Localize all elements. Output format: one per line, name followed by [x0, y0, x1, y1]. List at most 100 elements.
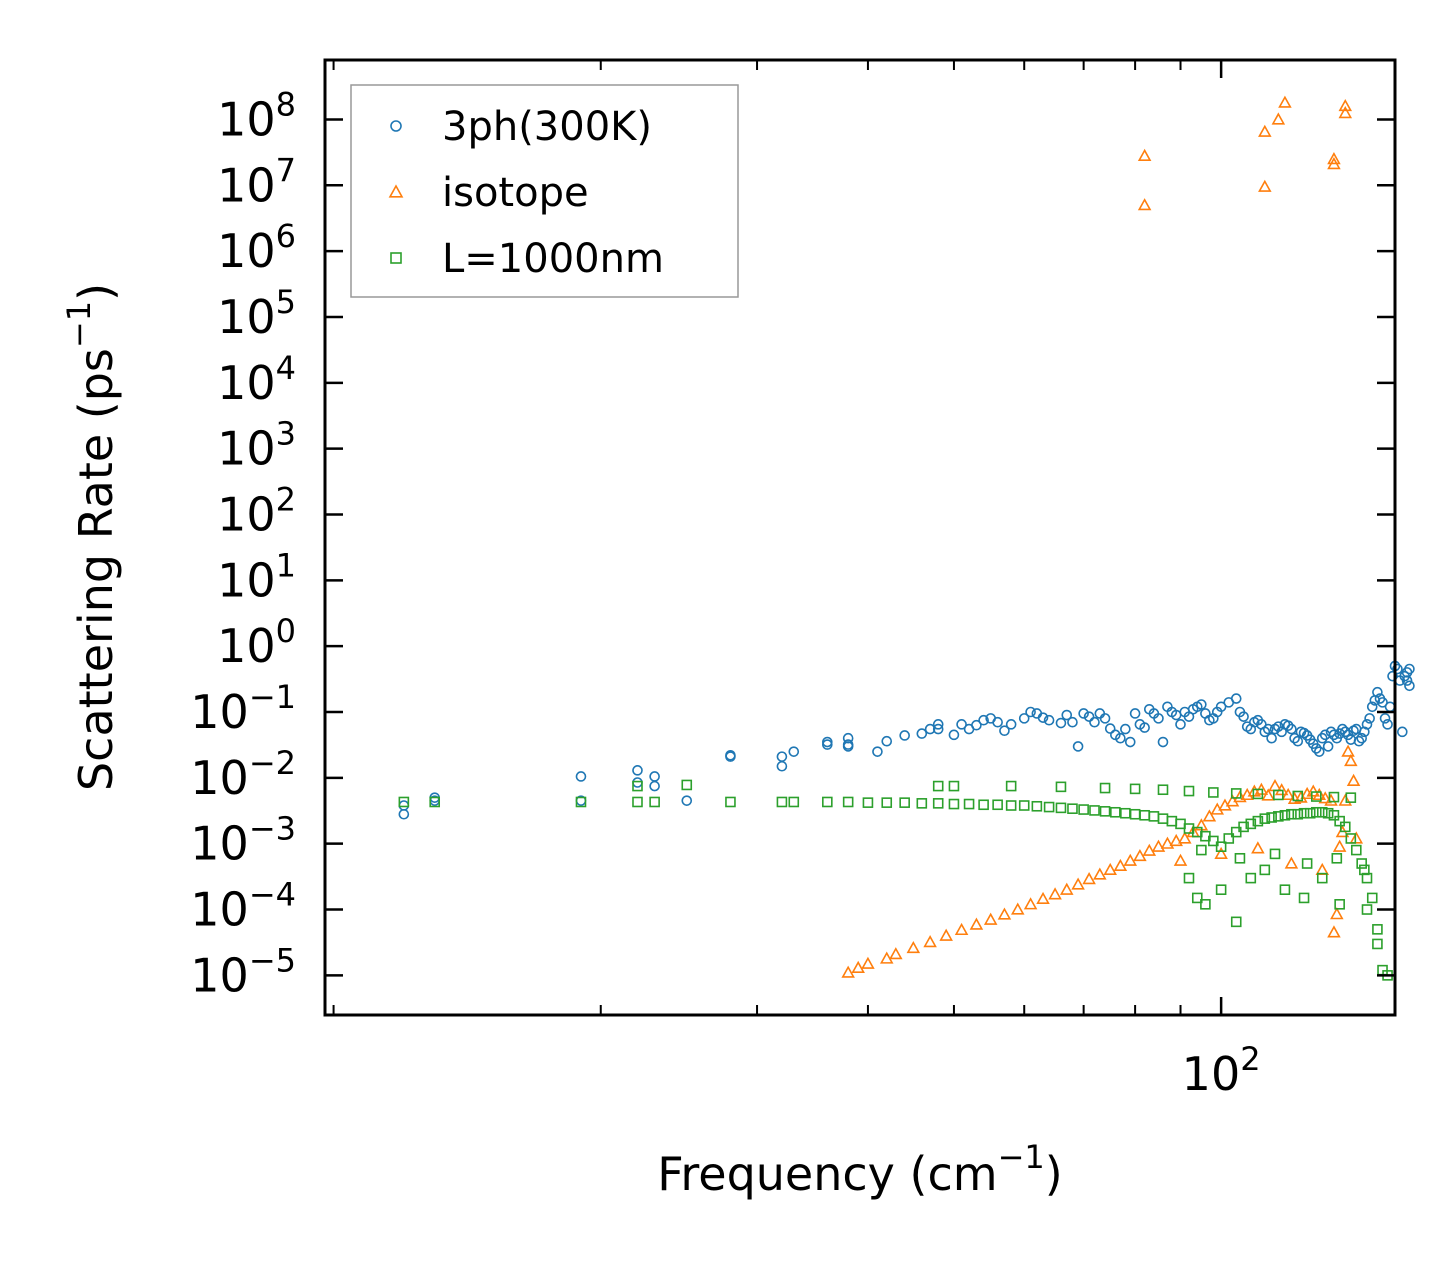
- series-2-point-96: [1334, 899, 1345, 910]
- series-2-point-48: [1259, 813, 1271, 824]
- legend-label-2: L=1000nm: [442, 236, 664, 282]
- series-1-point-17: [939, 928, 953, 941]
- series-2-point-8: [776, 796, 788, 808]
- series-2-point-78: [1208, 787, 1219, 798]
- y-tick-label-5: 100: [217, 612, 296, 673]
- series-2-point-91: [1245, 872, 1257, 884]
- series-2-point-20: [992, 799, 1003, 811]
- y-tick-label-7: 102: [217, 480, 296, 541]
- series-1-point-23: [1023, 897, 1038, 910]
- series-0-point-48: [1089, 716, 1100, 728]
- series-2-point-17: [948, 798, 960, 810]
- series-1-point-56: [1306, 784, 1321, 797]
- series-2-point-14: [899, 797, 910, 808]
- y-tick-label-11: 106: [217, 217, 296, 278]
- series-2-point-56: [1310, 806, 1322, 818]
- y-tick-label-8: 103: [217, 415, 296, 476]
- series-1-point-7: [1327, 157, 1341, 170]
- series-2-point-27: [1078, 804, 1089, 815]
- series-0-point-26: [932, 719, 944, 730]
- series-1-point-21: [997, 907, 1012, 920]
- series-2-point-95: [1316, 872, 1328, 884]
- series-2-point-7: [725, 796, 736, 808]
- y-axis-title: Scattering Rate (ps−1): [60, 283, 123, 791]
- series-2-point-43: [1223, 833, 1235, 844]
- series-0-point-31: [971, 719, 982, 731]
- series-0-point-54: [1120, 723, 1131, 735]
- series-2-point-41: [1208, 835, 1219, 847]
- series-0-point-93: [1282, 720, 1294, 731]
- series-0-point-103: [1313, 746, 1325, 757]
- series-0-point-98: [1298, 727, 1310, 739]
- series-1-point-72: [1284, 856, 1299, 869]
- series-1-point-4: [1271, 112, 1286, 125]
- y-tick-label-13: 108: [217, 85, 296, 146]
- series-1-point-62: [1332, 839, 1347, 852]
- series-0-point-23: [899, 730, 910, 741]
- series-1-point-0: [1137, 148, 1152, 161]
- series-1-point-20: [983, 912, 998, 925]
- series-2-point-18: [963, 798, 975, 810]
- series-0-point-41: [1043, 714, 1055, 726]
- series-2-point-19: [978, 799, 989, 811]
- series-2-point-83: [1310, 791, 1322, 802]
- series-0-point-38: [1025, 706, 1036, 718]
- series-1-point-33: [1133, 848, 1147, 862]
- series-0-point-21: [872, 746, 883, 757]
- series-2-point-46: [1245, 818, 1257, 830]
- series-2-point-28: [1089, 805, 1100, 816]
- legend-label-1: isotope: [442, 170, 589, 216]
- series-1-point-26: [1060, 882, 1074, 895]
- series-0-point-47: [1083, 711, 1095, 722]
- series-1-point-8: [1338, 98, 1353, 112]
- series-0-point-14: [776, 751, 788, 762]
- series-0-point-66: [1175, 719, 1186, 730]
- legend-marker-0: [390, 120, 402, 132]
- series-0-point-62: [1157, 736, 1169, 748]
- series-1-point-32: [1123, 853, 1138, 866]
- series-2-point-22: [1018, 800, 1030, 811]
- series-1-point-69: [1173, 853, 1188, 866]
- series-2-point-16: [932, 798, 944, 809]
- series-2-point-61: [1339, 821, 1351, 833]
- series-1-point-25: [1048, 887, 1062, 900]
- series-0-point-37: [1018, 713, 1030, 724]
- series-2-point-1: [429, 796, 441, 808]
- series-2-point-45: [1238, 821, 1249, 833]
- series-1-point-24: [1036, 891, 1050, 905]
- series-2-point-4: [649, 796, 660, 808]
- y-tick-label-3: 10−2: [190, 744, 296, 805]
- series-2-point-30: [1110, 806, 1121, 818]
- series-1-point-27: [1071, 877, 1085, 890]
- series-isotope: [841, 95, 1364, 978]
- series-2-point-104: [1359, 864, 1370, 876]
- series-2-point-100: [1234, 852, 1246, 864]
- series-2-point-77: [1183, 785, 1195, 797]
- series-0-point-34: [992, 716, 1003, 728]
- series-0-point-17: [822, 739, 833, 750]
- series-1-point-1: [1137, 198, 1152, 211]
- series-0-point-10: [681, 795, 693, 806]
- series-0-point-25: [924, 723, 936, 735]
- series-0-point-118: [1356, 732, 1367, 744]
- series-2-point-6: [681, 779, 693, 791]
- series-0-point-29: [956, 719, 967, 730]
- series-0-point-22: [881, 735, 893, 747]
- series-2-point-54: [1298, 807, 1310, 819]
- series-2-point-10: [822, 796, 833, 808]
- series-1-point-3: [1258, 179, 1272, 192]
- series-2-point-23: [1031, 800, 1043, 812]
- series-0-point-128: [1382, 719, 1393, 730]
- series-L=1000nm: [398, 779, 1393, 981]
- series-2-point-49: [1266, 812, 1277, 823]
- series-0-point-27: [932, 723, 944, 735]
- series-2-point-75: [1129, 783, 1141, 795]
- series-0-point-6: [632, 765, 643, 776]
- series-2-point-76: [1157, 784, 1169, 796]
- series-1-point-66: [1344, 753, 1358, 767]
- series-1-point-71: [1251, 841, 1265, 854]
- series-1-point-49: [1261, 788, 1275, 801]
- series-0-point-88: [1266, 732, 1277, 744]
- y-tick-label-9: 104: [217, 349, 296, 410]
